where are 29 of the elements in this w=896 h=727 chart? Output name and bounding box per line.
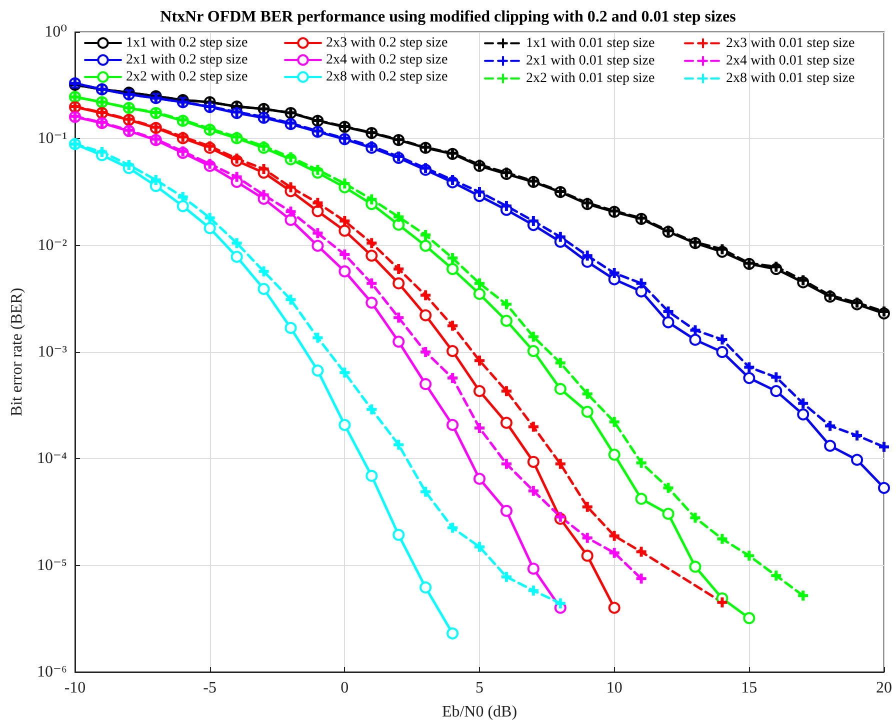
x-tick-label: 10 bbox=[606, 680, 622, 696]
x-tick-label: -5 bbox=[203, 680, 216, 696]
legend-label: 2x3 with 0.2 step size bbox=[326, 36, 448, 50]
legend-label: 2x2 with 0.2 step size bbox=[126, 70, 248, 84]
legend-label: 2x1 with 0.2 step size bbox=[126, 52, 248, 68]
y-tick-label: 10⁰ bbox=[44, 24, 67, 40]
legend-label: 1x1 with 0.01 step size bbox=[526, 36, 655, 51]
y-tick-label: 10⁻⁵ bbox=[36, 556, 67, 574]
x-tick-label: 15 bbox=[741, 680, 758, 696]
x-tick-label: 0 bbox=[340, 680, 349, 696]
x-tick-label: -10 bbox=[64, 680, 86, 696]
legend-label: 2x8 with 0.2 step size bbox=[326, 70, 448, 84]
y-tick-label: 10⁻³ bbox=[38, 344, 68, 360]
x-axis-title: Eb/N0 (dB) bbox=[442, 704, 518, 720]
y-tick-label: 10⁻² bbox=[38, 236, 68, 254]
chart-title: NtxNr OFDM BER performance using modified clipping with 0.2 and 0.01 step sizes bbox=[160, 8, 736, 26]
x-tick-label: 5 bbox=[476, 680, 484, 696]
legend-label: 2x8 with 0.01 step size bbox=[726, 71, 855, 86]
y-axis-title: Bit error rate (BER) bbox=[8, 288, 26, 416]
x-tick-label: 20 bbox=[876, 680, 892, 696]
legend-label: 2x2 with 0.01 step size bbox=[526, 71, 655, 86]
legend-label: 2x1 with 0.01 step size bbox=[526, 53, 655, 68]
legend-label: 1x1 with 0.2 step size bbox=[126, 36, 248, 50]
y-tick-label: 10⁻¹ bbox=[38, 130, 68, 148]
legend-label: 2x4 with 0.01 step size bbox=[726, 53, 855, 68]
legend-label: 2x3 with 0.01 step size bbox=[726, 36, 855, 51]
y-tick-label: 10⁻⁶ bbox=[36, 664, 67, 680]
y-tick-label: 10⁻⁴ bbox=[36, 450, 68, 468]
legend-label: 2x4 with 0.2 step size bbox=[326, 52, 448, 68]
